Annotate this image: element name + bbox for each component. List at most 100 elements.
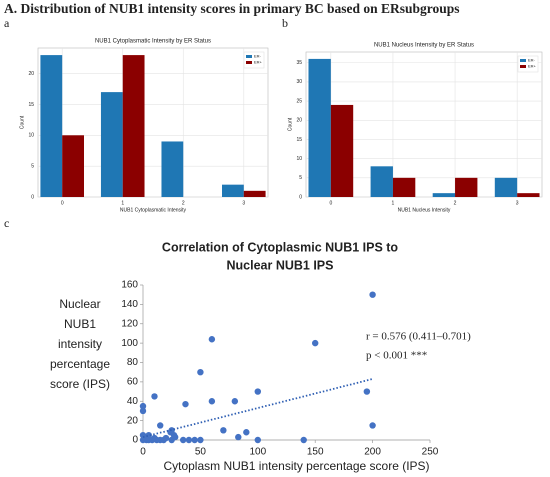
scatter-point: [197, 368, 204, 376]
legend-swatch: [246, 61, 252, 64]
bar: [40, 55, 63, 197]
bar: [161, 141, 184, 197]
bar: [392, 177, 416, 197]
x-tick-label: 0: [140, 447, 146, 458]
scatter-point: [243, 429, 250, 436]
bar: [455, 177, 478, 197]
legend-label: ER-: [254, 54, 262, 59]
panel-label: b: [282, 16, 288, 30]
annotation: p < 0.001 ***: [366, 350, 427, 362]
y-tick-label: 15: [28, 102, 34, 108]
legend-label: ER+: [254, 60, 263, 65]
y-tick-label: 40: [127, 396, 139, 407]
bar: [222, 184, 244, 197]
x-axis-label: NUB1 Cytoplasmatic Intensity: [120, 207, 187, 213]
y-tick-label: 25: [296, 98, 302, 104]
scatter-point: [312, 339, 319, 347]
scatter-point: [151, 393, 158, 400]
y-axis-label: intensity: [58, 337, 102, 351]
x-tick-label: 2: [454, 200, 457, 206]
x-tick-label: 0: [329, 200, 332, 206]
y-axis-label: NUB1: [64, 317, 96, 331]
bar: [330, 104, 354, 197]
bar: [370, 166, 393, 197]
y-axis-label: Count: [287, 117, 293, 131]
y-tick-label: 10: [296, 156, 302, 162]
legend-swatch: [520, 59, 526, 62]
y-tick-label: 5: [299, 175, 302, 181]
y-axis-label: Count: [19, 115, 25, 129]
chart-title: Correlation of Cytoplasmic NUB1 IPS to: [162, 240, 399, 254]
scatter-point: [254, 436, 261, 444]
scatter-point: [208, 336, 216, 343]
scatter-point: [157, 422, 164, 429]
scatter-point: [369, 291, 376, 298]
scatter-point: [220, 427, 227, 434]
bar: [308, 58, 331, 198]
x-axis-label: Cytoplasm NUB1 intensity percentage scor…: [163, 459, 429, 473]
x-tick-label: 3: [242, 200, 245, 206]
scatter-point: [148, 436, 156, 444]
scatter-point: [182, 400, 189, 408]
x-tick-label: 2: [182, 200, 185, 206]
chart-title: NUB1 Cytoplasmatic Intensity by ER Statu…: [95, 39, 211, 45]
bar: [517, 193, 540, 197]
x-tick-label: 200: [364, 447, 381, 458]
y-axis-label: percentage: [50, 357, 110, 371]
y-tick-label: 20: [127, 415, 139, 426]
annotation: r = 0.576 (0.411–0.701): [366, 331, 471, 343]
x-tick-label: 250: [422, 447, 439, 458]
scatter-point: [167, 429, 174, 436]
y-tick-label: 0: [299, 194, 302, 200]
y-tick-label: 15: [296, 137, 302, 143]
y-tick-label: 60: [127, 377, 139, 388]
y-axis-label: score (IPS): [50, 377, 110, 391]
x-tick-label: 150: [307, 447, 324, 458]
y-tick-label: 35: [296, 60, 302, 66]
bar: [243, 190, 266, 197]
y-tick-label: 30: [296, 79, 302, 85]
x-tick-label: 1: [121, 200, 124, 206]
bar: [122, 55, 145, 197]
y-tick-label: 20: [28, 71, 34, 77]
scatter-point: [363, 388, 371, 395]
legend-swatch: [520, 65, 526, 68]
panel-label: c: [4, 216, 9, 230]
scatter-point: [139, 407, 147, 415]
scatter-point: [139, 402, 147, 410]
scatter-point: [208, 398, 216, 405]
y-tick-label: 5: [31, 163, 34, 169]
chart-title: Nuclear NUB1 IPS: [227, 258, 334, 272]
scatter-point: [160, 436, 167, 444]
y-tick-label: 100: [121, 338, 138, 349]
x-tick-label: 0: [61, 200, 64, 206]
y-tick-label: 120: [121, 318, 138, 329]
scatter-point: [143, 436, 150, 444]
legend-label: ER+: [528, 64, 537, 69]
y-tick-label: 140: [121, 299, 138, 310]
y-tick-label: 20: [296, 118, 302, 124]
scatter-point: [191, 436, 198, 444]
x-axis-label: NUB1 Nucleus Intensity: [398, 207, 451, 213]
legend-label: ER-: [528, 58, 536, 63]
x-tick-label: 100: [249, 447, 266, 458]
scatter-point: [235, 433, 242, 441]
scatter-point: [179, 436, 187, 444]
x-tick-label: 50: [195, 447, 207, 458]
scatter-point: [197, 436, 204, 444]
bar: [432, 193, 456, 197]
legend-swatch: [246, 55, 252, 58]
scatter-point: [185, 436, 193, 444]
x-tick-label: 3: [516, 200, 519, 206]
trendline: [142, 378, 373, 438]
y-tick-label: 10: [28, 133, 34, 139]
scatter-point: [231, 398, 239, 405]
chart-title: NUB1 Nucleus Intensity by ER Status: [374, 43, 474, 49]
x-tick-label: 1: [392, 200, 395, 206]
y-tick-label: 0: [132, 435, 138, 446]
bar: [100, 92, 123, 197]
y-axis-label: Nuclear: [59, 297, 100, 311]
scatter-point: [254, 388, 261, 395]
panel-label: a: [4, 16, 10, 30]
